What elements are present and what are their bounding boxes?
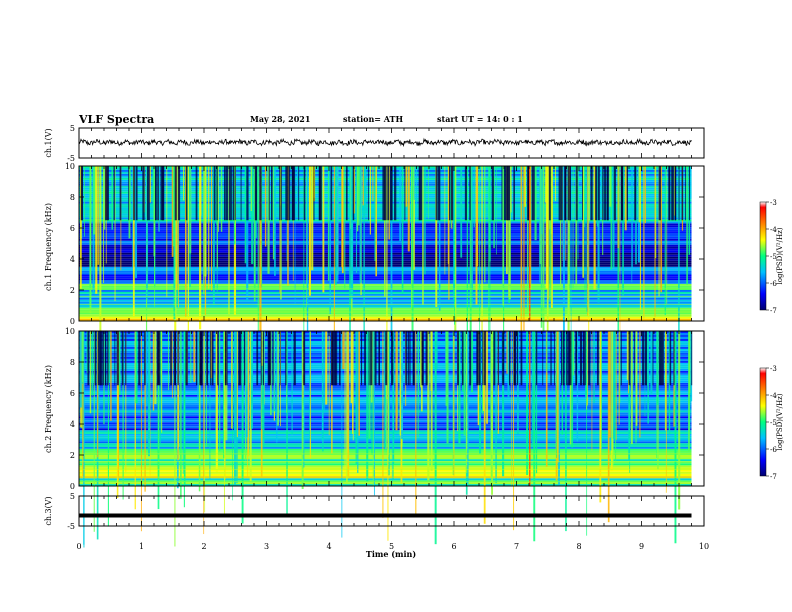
x-axis-label: Time (min) [366,549,416,559]
x-tick-label: 7 [514,542,519,551]
ch1-colorbar-ticks: -3 -4 -5 -6 -7 [766,199,777,315]
x-tick-label: 6 [451,542,456,551]
y-tick-label: 2 [70,451,75,460]
y-tick-label: 0 [70,317,75,326]
start-time-label: start UT = 14: 0 : 1 [437,114,523,124]
x-tick-label: 8 [576,542,581,551]
y-tick-label: 8 [70,358,75,367]
colorbar-tick-label: -5 [770,253,777,261]
y-tick-label: 8 [70,193,75,202]
ch1-colorbar [759,201,767,311]
x-axis-ticks: 0 1 2 3 4 5 6 7 8 9 10 [76,542,709,551]
ch2-spectrogram-image [79,331,693,548]
y-tick-label: 5 [70,124,75,133]
y-tick-label: 0 [70,482,75,491]
y-tick-label: -5 [67,154,75,163]
colorbar-tick-label: -3 [770,199,777,207]
station-label: station= ATH [343,114,403,124]
y-tick-label: 5 [70,492,75,501]
ch3-ylabel: ch.3(V) [44,496,53,525]
y-tick-label: 6 [70,389,75,398]
colorbar-tick-label: -4 [770,392,777,400]
y-tick-label: 4 [70,255,75,264]
colorbar-tick-label: -6 [770,280,777,288]
date-label: May 28, 2021 [250,114,310,124]
ch2-spectrogram-event-line [529,331,531,486]
x-tick-label: 0 [76,542,81,551]
ch1-spectrogram-panel: 0 2 4 6 8 10 [65,162,705,382]
colorbar-tick-label: -7 [770,307,777,315]
x-tick-label: 3 [264,542,269,551]
ch2-spec-ylabel: ch.2 Frequency (kHz) [44,365,53,453]
ch2-colorbar-ticks: -3 -4 -5 -6 -7 [766,365,777,481]
ch1-spectrogram-event-line [529,166,531,321]
ch1-waveform-panel: 5 -5 [67,124,705,163]
ch1-waveform-trace [78,137,692,148]
ch1-ylabel: ch.1(V) [44,128,53,157]
y-tick-label: 4 [70,420,75,429]
colorbar-tick-label: -5 [770,419,777,427]
x-tick-label: 1 [139,542,144,551]
y-tick-label: 10 [65,327,75,336]
x-tick-label: 10 [699,542,709,551]
x-tick-label: 2 [201,542,206,551]
colorbar-tick-label: -4 [770,226,777,234]
y-tick-label: 10 [65,162,75,171]
ch1-spec-ylabel: ch.1 Frequency (kHz) [44,203,53,291]
x-tick-label: 4 [326,542,331,551]
y-tick-label: 2 [70,286,75,295]
figure-title: VLF Spectra [78,113,154,126]
colorbar-tick-label: -3 [770,365,777,373]
ch2-colorbar-label: log(PSD)(V²/Hz) [776,393,784,450]
y-tick-label: 6 [70,224,75,233]
x-tick-label: 9 [639,542,644,551]
x-tick-label: 5 [389,542,394,551]
ch2-colorbar [759,367,767,477]
y-tick-label: -5 [67,522,75,531]
ch1-colorbar-label: log(PSD)(V²/Hz) [776,227,784,284]
ch1-spectrogram-image [79,166,692,382]
ch3-waveform-panel: 5 -5 [67,492,705,531]
colorbar-tick-label: -6 [770,446,777,454]
colorbar-tick-label: -7 [770,473,777,481]
